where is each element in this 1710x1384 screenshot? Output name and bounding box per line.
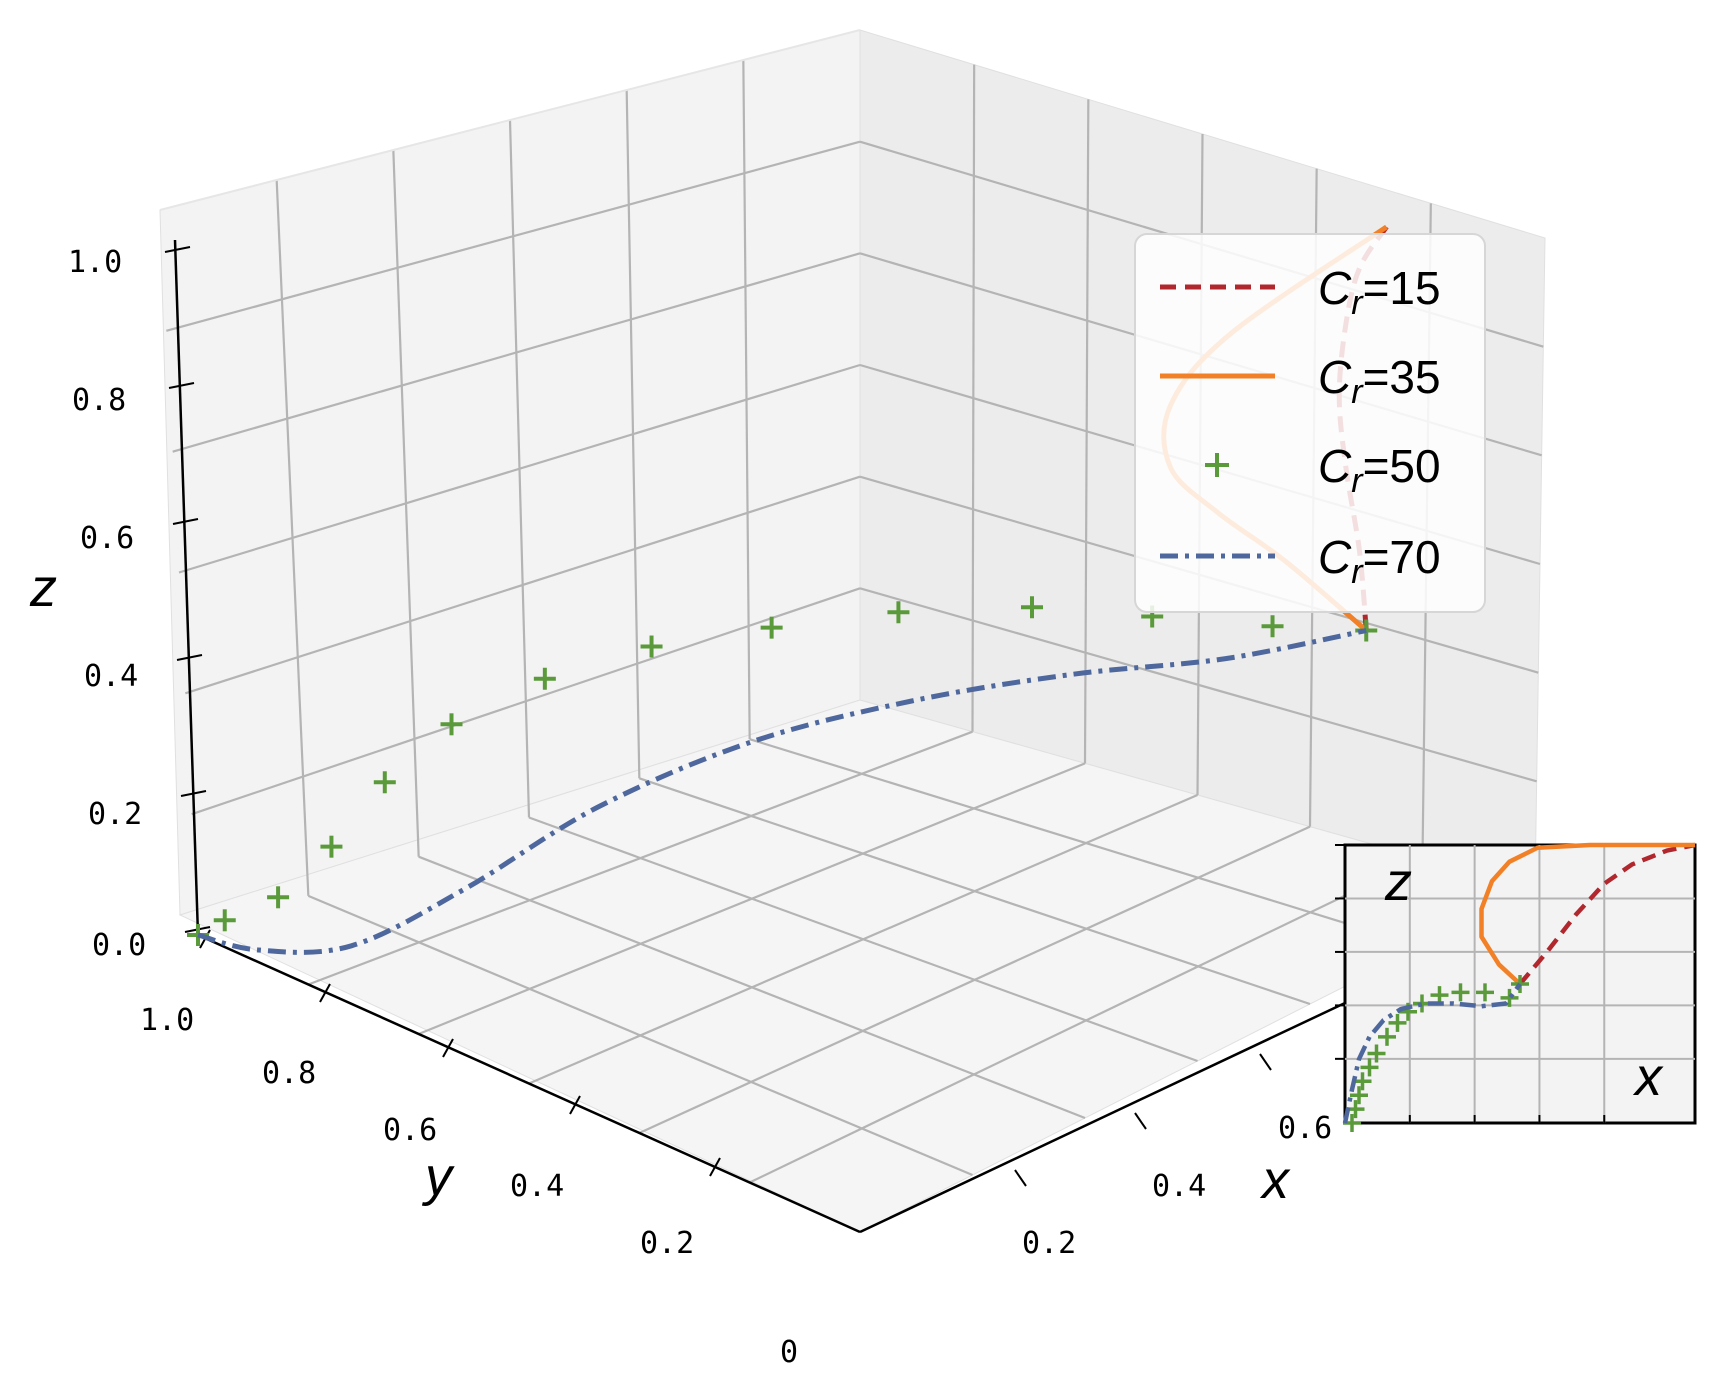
y-axis-line: [197, 933, 861, 1234]
z-tick-mark: [168, 382, 195, 389]
inset-z-label: z: [1384, 852, 1412, 912]
inset-marker: [1360, 1058, 1379, 1077]
data-point-marker: [1021, 596, 1043, 619]
inset-marker: [1500, 988, 1519, 1007]
y-tick-label: 1.0: [140, 1003, 194, 1038]
inset-gridlines: [1345, 845, 1695, 1123]
legend-entry-cr15: Cr=15: [1160, 262, 1441, 322]
data-point-marker: [640, 635, 663, 658]
data-point-marker: [760, 616, 783, 639]
data-point-marker: [440, 713, 463, 736]
legend-label: Cr=50: [1318, 440, 1441, 500]
x-tick-label: 0.4: [1152, 1169, 1206, 1204]
3d-axis-panes: [159, 29, 1546, 1233]
y-tick-label: 0.2: [640, 1226, 694, 1261]
x-tick-mark: [1134, 1112, 1147, 1130]
z-axis-line: [173, 239, 200, 936]
inset-marker: [1430, 986, 1449, 1005]
legend-swatch-marker: [1205, 453, 1229, 477]
inset-marker: [1367, 1044, 1386, 1063]
inset-ticks: [1335, 844, 1606, 1123]
legend-label: Cr=15: [1318, 262, 1441, 322]
inset-series: [1342, 842, 1696, 1132]
x-tick-label: 0.2: [1022, 1226, 1076, 1261]
inset-marker: [1378, 1027, 1396, 1046]
series-line: [197, 628, 1367, 955]
right-pane-gridline: [859, 587, 1537, 783]
legend-label: Cr=35: [1318, 351, 1441, 411]
x-tick-label: 0.6: [1278, 1111, 1332, 1146]
y-tick-mark: [442, 1038, 454, 1058]
left-pane-gridline: [191, 587, 861, 816]
x-axis-ticks: 0.2 0.4 0.6 0: [780, 1053, 1332, 1370]
y-axis-ticks: 1.0 0.8 0.6 0.4 0.2: [140, 929, 721, 1261]
y-tick-label: 0.6: [383, 1113, 437, 1148]
z-tick-label: 1.0: [68, 245, 122, 280]
z-tick-label: 0.4: [84, 659, 138, 694]
z-tick-mark: [176, 654, 203, 661]
y-tick-mark: [319, 983, 331, 1003]
z-tick-mark: [164, 246, 191, 253]
x-tick-mark: [1014, 1169, 1027, 1187]
3d-gridlines: [166, 59, 1544, 1184]
inset-xz-projection: z x: [1335, 842, 1697, 1132]
x-axis-line: [859, 1001, 1346, 1234]
data-point-marker: [213, 909, 236, 932]
legend: Cr=15 Cr=35 Cr=50 Cr=70: [1134, 233, 1486, 613]
data-point-marker: [267, 886, 290, 909]
inset-series-line: [1518, 842, 1696, 986]
y-tick-label: 0.4: [510, 1169, 564, 1204]
floor-gridline: [749, 857, 1423, 1184]
z-tick-label: 0.8: [72, 383, 126, 418]
z-tick-label: 0.6: [80, 521, 134, 556]
inset-marker: [1476, 983, 1494, 1002]
z-tick-mark: [172, 518, 199, 525]
left-pane-gridline: [178, 363, 861, 574]
3d-axes: [159, 29, 1346, 1234]
y-tick-label: 0.8: [262, 1056, 316, 1091]
inset-series-line: [1479, 842, 1695, 986]
data-point-marker: [1261, 615, 1284, 638]
inset-marker: [1388, 1013, 1407, 1032]
legend-entry-cr35: Cr=35: [1160, 351, 1441, 411]
z-tick-mark: [180, 790, 207, 797]
x-axis-label: x: [1259, 1150, 1291, 1210]
inset-series-line: [1342, 982, 1522, 1124]
y-tick-mark: [569, 1095, 581, 1115]
left-pane-gridline: [172, 252, 861, 453]
inset-x-label: x: [1632, 1047, 1664, 1107]
y-axis-label: y: [421, 1147, 455, 1207]
data-point-marker: [533, 667, 556, 690]
z-axis-label: z: [29, 558, 57, 618]
data-point-marker: [320, 835, 343, 858]
back-edge: [159, 29, 861, 211]
inset-marker: [1353, 1072, 1372, 1091]
legend-label: Cr=70: [1318, 531, 1441, 591]
inset-marker: [1451, 983, 1470, 1002]
left-pane-gridline: [184, 475, 861, 695]
left-pane-gridline: [166, 140, 861, 332]
x-tick-mark: [1259, 1053, 1272, 1071]
data-point-marker: [373, 771, 396, 794]
origin-tick-label: 0: [780, 1335, 798, 1370]
data-point-marker: [887, 601, 910, 624]
z-tick-label: 0.0: [92, 928, 146, 963]
legend-entry-cr70: Cr=70: [1160, 531, 1441, 591]
legend-entry-cr50: Cr=50: [1205, 440, 1441, 500]
z-tick-label: 0.2: [88, 797, 142, 832]
inset-marker: [1350, 1086, 1368, 1105]
z-axis-ticks: 1.0 0.8 0.6 0.4 0.2 0.0: [68, 245, 211, 963]
y-tick-mark: [709, 1157, 721, 1177]
legend-box: [1134, 233, 1486, 613]
